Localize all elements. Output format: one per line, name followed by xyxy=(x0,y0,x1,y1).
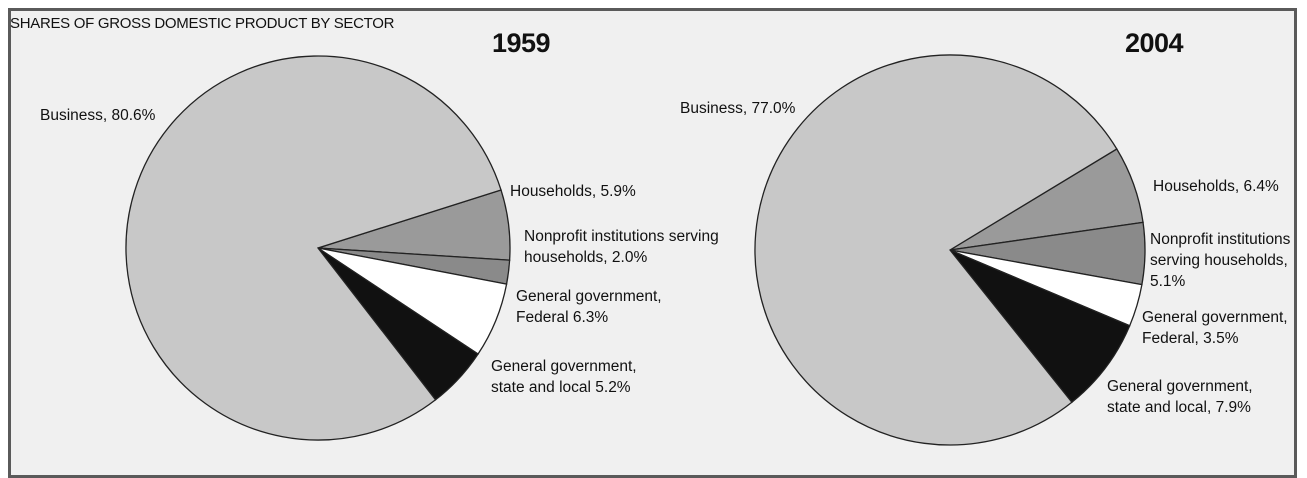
slice-label-2004-nonprofit-institutions-serving-households: Nonprofit institutions serving households… xyxy=(1150,231,1291,290)
pie-slice-2004-general-government-state-and-local xyxy=(949,249,1131,404)
slice-label-2004-business: Business, 77.0% xyxy=(680,100,796,117)
slice-label-1959-general-government-state-and-local: General government, state and local 5.2% xyxy=(491,358,637,396)
slice-label-1959-general-government-federal: General government, Federal 6.3% xyxy=(516,288,662,326)
pie-slice-2004-business xyxy=(754,54,1118,446)
slice-label-2004-general-government-state-and-local: General government, state and local, 7.9% xyxy=(1107,378,1253,416)
slice-label-2004-general-government-federal: General government, Federal, 3.5% xyxy=(1142,309,1288,347)
slice-label-1959-nonprofit-institutions-serving-households: Nonprofit institutions serving households… xyxy=(524,228,719,266)
slice-label-1959-business: Business, 80.6% xyxy=(40,107,156,124)
pie-title-2004: 2004 xyxy=(1125,28,1184,58)
slice-label-2004-households: Households, 6.4% xyxy=(1153,178,1279,195)
pie-slice-1959-business xyxy=(125,55,502,441)
pie-title-1959: 1959 xyxy=(492,28,551,58)
figure-title: SHARES OF GROSS DOMESTIC PRODUCT BY SECT… xyxy=(10,15,395,32)
slice-label-1959-households: Households, 5.9% xyxy=(510,183,636,200)
